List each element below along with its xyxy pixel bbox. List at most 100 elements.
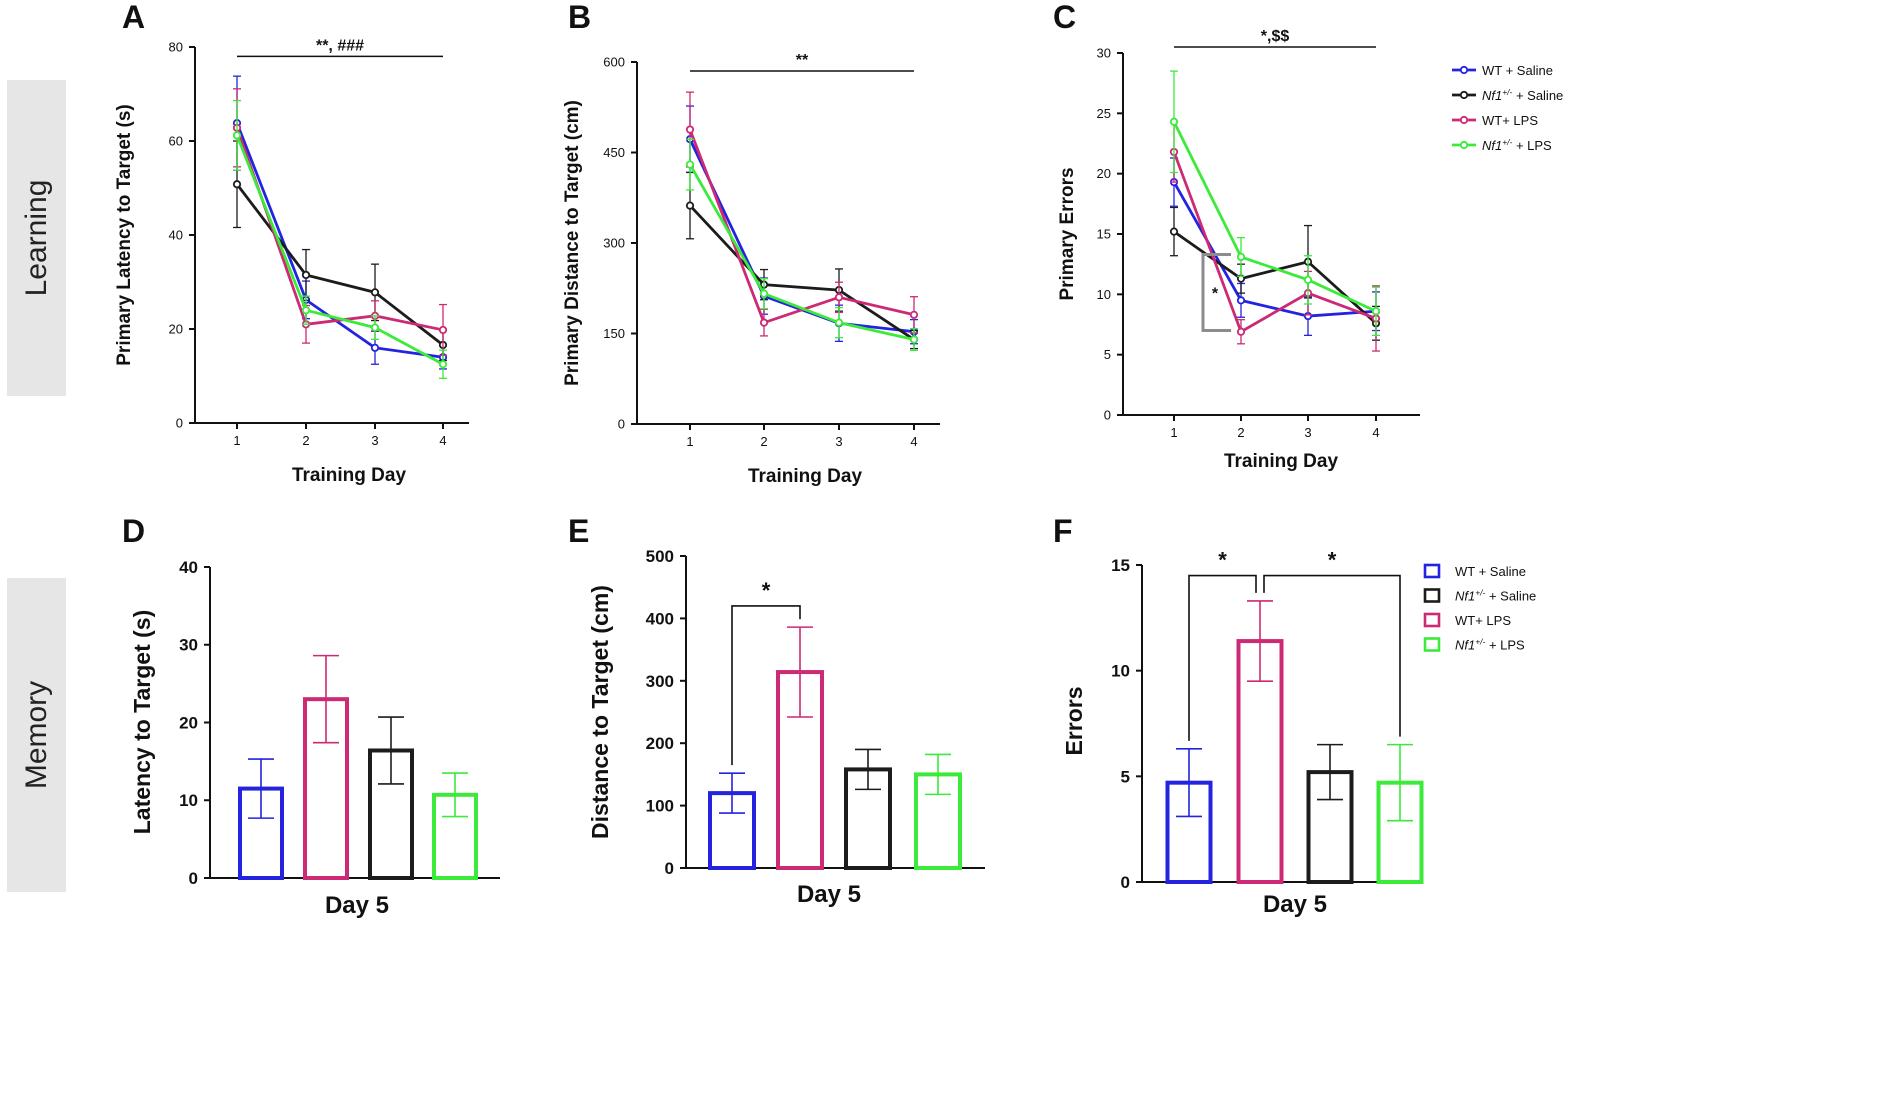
legend-item-f-0 (1423, 563, 1441, 579)
series-line (688, 129, 915, 325)
y-tick-label-b: 450 (603, 145, 625, 160)
series-line (688, 163, 915, 341)
series-a-3 (232, 99, 448, 380)
data-point (232, 180, 242, 189)
data-point (759, 289, 769, 298)
significance-bracket-e (731, 605, 801, 766)
y-tick-label-a: 80 (169, 40, 183, 55)
legend-marker (1459, 90, 1469, 100)
y-tick-label-f: 0 (1121, 873, 1130, 892)
legend-item-c-3 (1452, 140, 1476, 150)
series-c-3 (1169, 70, 1381, 337)
data-point (232, 131, 242, 140)
panel-letter-d: D (122, 513, 145, 549)
legend-item-c-0 (1452, 65, 1476, 75)
legend-swatch (1423, 612, 1441, 628)
x-tick-label-b: 4 (910, 434, 917, 449)
x-axis-title-e: Day 5 (797, 881, 861, 908)
data-point (1169, 117, 1179, 126)
x-tick-label-a: 3 (371, 433, 378, 448)
series-line (688, 204, 915, 341)
y-tick-label-a: 20 (169, 322, 183, 337)
y-axis-title-c: Primary Errors (1057, 167, 1078, 300)
bar-group-d-0 (238, 758, 284, 881)
x-tick-label-c: 2 (1237, 425, 1244, 440)
data-point (370, 288, 380, 297)
y-tick-label-a: 60 (169, 134, 183, 149)
legend-label: Nf1+/- + LPS (1482, 137, 1552, 153)
data-point (301, 270, 311, 280)
legend-swatch (1423, 637, 1441, 652)
y-tick-label-d: 10 (179, 791, 198, 810)
series-line (235, 134, 444, 366)
data-point (685, 125, 695, 134)
data-point (685, 201, 695, 210)
y-tick-label-d: 0 (189, 869, 198, 888)
inner-bracket-c (1201, 253, 1231, 333)
y-tick-label-e: 300 (646, 672, 674, 691)
x-tick-label-a: 4 (439, 433, 446, 448)
data-point (370, 323, 380, 332)
legend-marker (1459, 140, 1469, 150)
series-line (688, 138, 915, 334)
legend-label: Nf1+/- + Saline (1455, 587, 1536, 603)
y-tick-label-f: 15 (1111, 556, 1130, 575)
data-point (1236, 296, 1246, 305)
legend-item-c-1 (1452, 90, 1476, 100)
panel-letter-b: B (568, 0, 591, 35)
legend-item-c-2 (1452, 115, 1476, 125)
legend-label: WT + Saline (1482, 63, 1553, 78)
legend-marker (1459, 115, 1469, 125)
significance-bracket-f (1263, 574, 1401, 737)
y-tick-label-c: 10 (1097, 287, 1111, 302)
x-tick-label-a: 1 (233, 433, 240, 448)
y-tick-label-c: 15 (1097, 227, 1111, 242)
significance-label-c: *,$$ (1261, 28, 1290, 45)
bar-group-f-1 (1236, 600, 1284, 885)
y-tick-label-e: 0 (665, 859, 674, 878)
bar-group-e-3 (914, 753, 962, 871)
data-point (438, 325, 448, 335)
bar-group-d-1 (303, 654, 349, 880)
legend-swatch (1423, 563, 1441, 579)
data-point (909, 335, 919, 344)
significance-label-b: ** (796, 52, 809, 69)
row-label-memory: Memory (7, 578, 66, 892)
x-tick-label-b: 3 (835, 434, 842, 449)
significance-label-a: **, ### (316, 37, 364, 54)
panel-letter-a: A (122, 0, 145, 35)
x-tick-label-b: 1 (686, 434, 693, 449)
y-tick-label-f: 5 (1121, 767, 1130, 786)
y-tick-label-a: 0 (176, 416, 183, 431)
data-point (1303, 275, 1313, 284)
data-point (301, 306, 311, 315)
legend-item-f-3 (1423, 637, 1441, 652)
y-axis-title-f: Errors (1061, 686, 1087, 755)
y-tick-label-e: 200 (646, 734, 674, 753)
data-point (834, 293, 844, 302)
data-point (834, 318, 844, 327)
y-axis-title-d: Latency to Target (s) (129, 610, 155, 835)
y-tick-label-e: 400 (646, 609, 674, 628)
bar-group-f-3 (1376, 743, 1424, 885)
legend-label: WT+ LPS (1482, 113, 1538, 128)
x-axis-title-d: Day 5 (325, 892, 389, 919)
legend-label: Nf1+/- + LPS (1455, 636, 1525, 652)
data-point (370, 343, 380, 352)
series-b-1 (685, 171, 919, 350)
series-a-1 (232, 140, 448, 362)
x-tick-label-c: 3 (1304, 425, 1311, 440)
legend-marker (1459, 65, 1469, 75)
legend-label: WT+ LPS (1455, 613, 1511, 628)
bar-group-e-1 (776, 626, 824, 871)
y-tick-label-c: 5 (1104, 347, 1111, 362)
series-b-2 (685, 91, 919, 337)
bar-group-e-0 (708, 772, 756, 870)
legend-item-f-1 (1423, 588, 1441, 603)
y-tick-label-c: 0 (1104, 408, 1111, 423)
x-axis-title-a: Training Day (292, 465, 406, 486)
bar-group-d-3 (432, 772, 478, 880)
legend-label: WT + Saline (1455, 564, 1526, 579)
y-tick-label-a: 40 (169, 228, 183, 243)
